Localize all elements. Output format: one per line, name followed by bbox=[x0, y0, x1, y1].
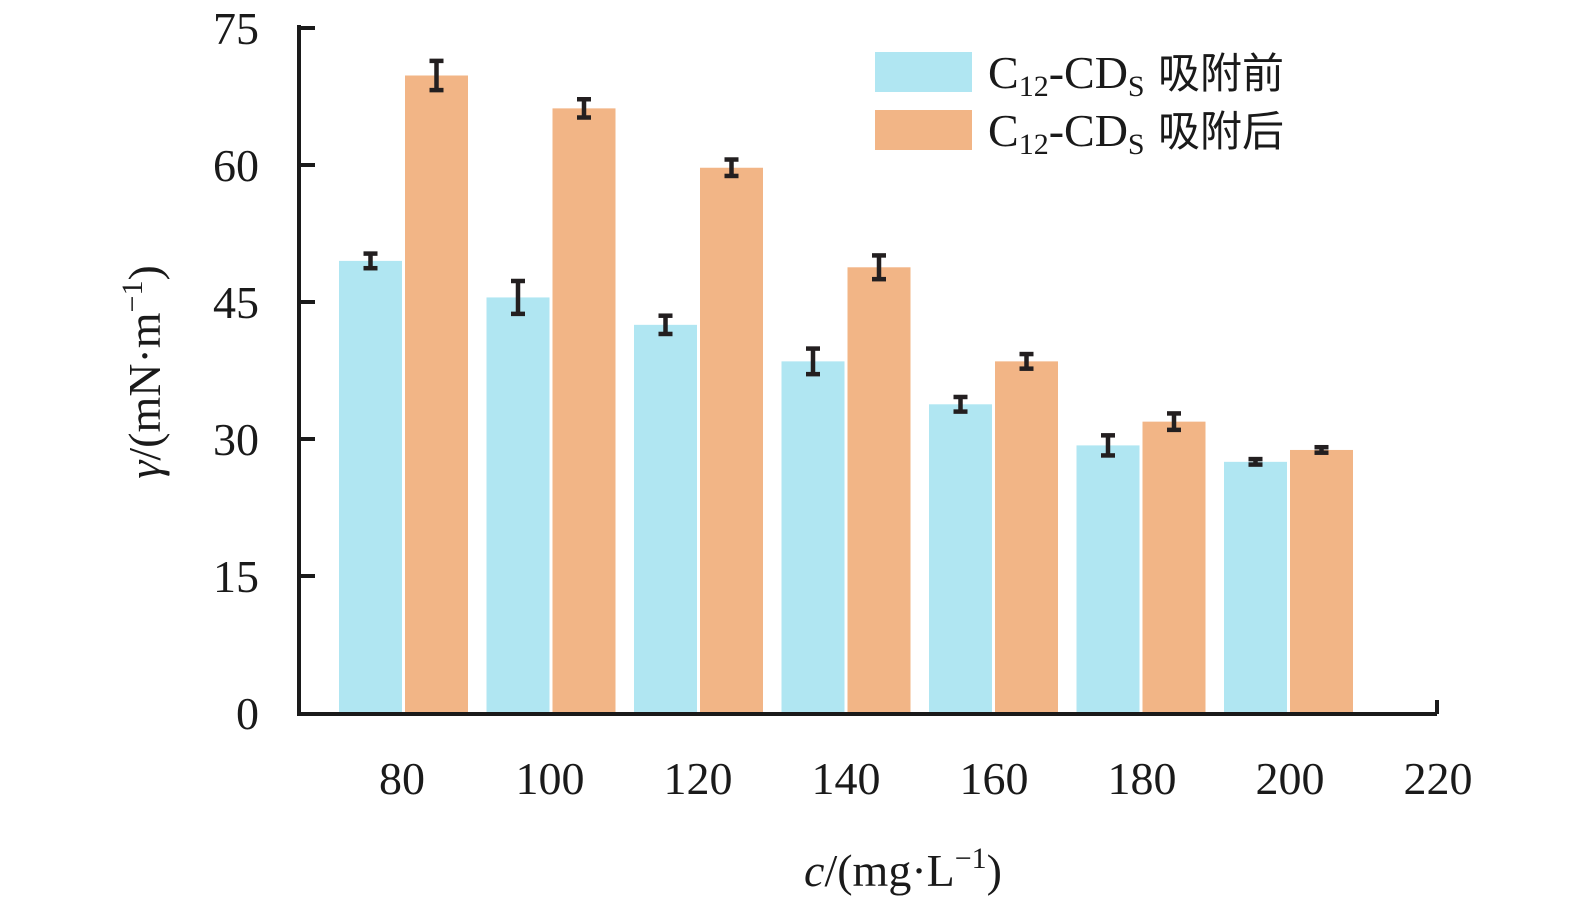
y-tick-label-75: 75 bbox=[213, 3, 259, 54]
x-tick-label-80: 80 bbox=[379, 753, 425, 804]
bar-after-160 bbox=[995, 361, 1058, 713]
bar-before-200 bbox=[1224, 461, 1287, 713]
legend-label-after-mid: -CD bbox=[1049, 105, 1128, 156]
x-tick-label-200: 200 bbox=[1256, 753, 1325, 804]
y-tick-label-15: 15 bbox=[213, 551, 259, 602]
bar-after-200 bbox=[1290, 449, 1353, 713]
y-tick-label-0: 0 bbox=[236, 688, 259, 739]
x-axis-label-close: ) bbox=[987, 845, 1002, 896]
legend-label-after-sub2: S bbox=[1128, 128, 1145, 161]
y-axis-label-units: /(mN·m bbox=[119, 312, 170, 460]
x-tick-label-180: 180 bbox=[1108, 753, 1177, 804]
legend-label-before-main: C bbox=[988, 47, 1019, 98]
x-tick-label-220: 220 bbox=[1404, 753, 1473, 804]
error-bar-after-140 bbox=[872, 253, 886, 282]
error-bar-after-100 bbox=[577, 96, 591, 120]
y-axis-label: γ/(mN·m−1) bbox=[116, 265, 170, 479]
y-axis-label-variable: γ bbox=[119, 459, 170, 479]
error-bar-after-160 bbox=[1019, 351, 1034, 371]
legend-label-before-tail: 吸附前 bbox=[1145, 49, 1284, 98]
bar-after-80 bbox=[405, 75, 468, 713]
bar-before-180 bbox=[1076, 445, 1140, 713]
y-tick-label-30: 30 bbox=[213, 414, 259, 465]
x-axis-label-exponent: −1 bbox=[955, 842, 987, 875]
error-bar-before-160 bbox=[953, 394, 968, 414]
legend: C12-CDS 吸附前 C12-CDS 吸附后 bbox=[875, 47, 1284, 161]
error-bar-after-200 bbox=[1314, 444, 1329, 455]
x-tick-label-140: 140 bbox=[812, 753, 881, 804]
x-tick-label-120: 120 bbox=[664, 753, 733, 804]
bar-after-180 bbox=[1142, 421, 1206, 713]
error-bar-before-100 bbox=[511, 278, 525, 317]
y-axis-label-exponent: −1 bbox=[116, 281, 149, 313]
bar-after-100 bbox=[552, 108, 616, 713]
legend-label-before: C12-CDS 吸附前 bbox=[988, 47, 1284, 103]
error-bar-after-120 bbox=[724, 157, 739, 179]
error-bar-after-80 bbox=[429, 58, 444, 93]
legend-label-before-mid: -CD bbox=[1049, 47, 1128, 98]
bar-before-100 bbox=[486, 297, 550, 713]
error-bar-before-140 bbox=[806, 346, 820, 377]
x-tick-label-100: 100 bbox=[516, 753, 585, 804]
bar-before-160 bbox=[929, 404, 992, 713]
legend-label-after-tail: 吸附后 bbox=[1145, 107, 1284, 156]
x-axis-label: c/(mg·L−1) bbox=[804, 842, 1002, 896]
legend-label-after: C12-CDS 吸附后 bbox=[988, 105, 1284, 161]
legend-label-after-sub1: 12 bbox=[1019, 128, 1049, 161]
error-bar-before-180 bbox=[1101, 433, 1115, 458]
error-bar-after-180 bbox=[1167, 411, 1181, 433]
error-bars-layer bbox=[363, 58, 1329, 467]
legend-label-before-sub1: 12 bbox=[1019, 70, 1049, 103]
bars-layer bbox=[339, 75, 1353, 714]
y-tick-label-45: 45 bbox=[213, 277, 259, 328]
bar-before-140 bbox=[781, 361, 845, 713]
y-axis-label-close: ) bbox=[119, 265, 170, 280]
x-axis-label-units: /(mg·L bbox=[824, 845, 954, 896]
x-axis-label-variable: c bbox=[804, 845, 824, 896]
bar-after-120 bbox=[700, 167, 763, 714]
legend-label-before-sub2: S bbox=[1128, 70, 1145, 103]
legend-swatch-before bbox=[875, 52, 972, 92]
error-bar-before-120 bbox=[658, 313, 673, 337]
bar-after-140 bbox=[847, 267, 911, 713]
x-tick-label-160: 160 bbox=[960, 753, 1029, 804]
legend-label-after-main: C bbox=[988, 105, 1019, 156]
y-ticks: 0 15 30 45 60 75 bbox=[213, 3, 315, 739]
error-bar-before-200 bbox=[1248, 456, 1263, 467]
y-tick-label-60: 60 bbox=[213, 140, 259, 191]
error-bar-before-80 bbox=[363, 251, 378, 271]
bar-before-120 bbox=[634, 324, 697, 713]
bar-before-80 bbox=[339, 260, 402, 713]
legend-swatch-after bbox=[875, 110, 972, 150]
x-ticks: 80 100 120 140 160 180 200 220 bbox=[379, 753, 1473, 804]
